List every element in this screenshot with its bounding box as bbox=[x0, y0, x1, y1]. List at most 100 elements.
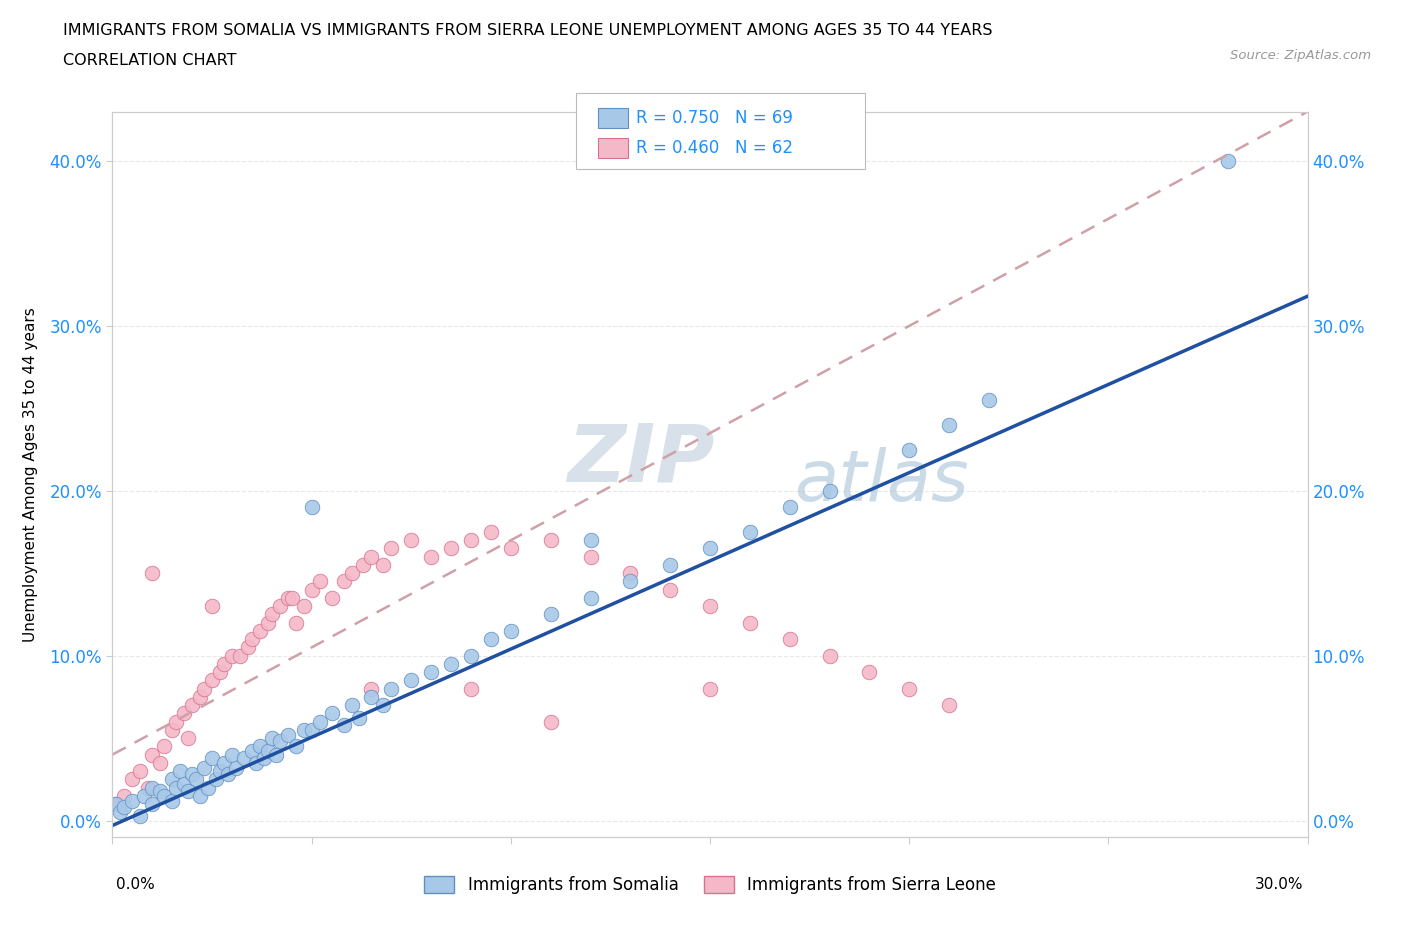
Point bbox=[699, 681, 721, 696]
Point bbox=[114, 789, 135, 804]
Point bbox=[579, 550, 602, 565]
Point bbox=[373, 698, 395, 712]
Text: R = 0.460   N = 62: R = 0.460 N = 62 bbox=[636, 139, 793, 157]
Point bbox=[360, 689, 382, 704]
Point bbox=[818, 648, 841, 663]
Point bbox=[301, 582, 323, 597]
Point bbox=[401, 533, 423, 548]
Point bbox=[257, 744, 280, 759]
Point bbox=[212, 755, 235, 770]
Point bbox=[540, 533, 562, 548]
Point bbox=[321, 706, 343, 721]
Point bbox=[340, 565, 363, 580]
Point bbox=[134, 789, 156, 804]
Point bbox=[138, 780, 160, 795]
Text: atlas: atlas bbox=[793, 447, 969, 516]
Point bbox=[292, 599, 315, 614]
Point bbox=[162, 723, 183, 737]
Point bbox=[284, 738, 307, 753]
Point bbox=[162, 793, 183, 808]
Point bbox=[201, 599, 224, 614]
Point bbox=[129, 808, 152, 823]
Point bbox=[229, 648, 252, 663]
Point bbox=[380, 541, 402, 556]
Point bbox=[201, 751, 224, 765]
Point bbox=[177, 783, 200, 798]
Point bbox=[149, 783, 172, 798]
Point bbox=[332, 574, 354, 589]
Point bbox=[699, 599, 721, 614]
Point bbox=[977, 392, 1000, 407]
Point bbox=[221, 747, 243, 762]
Text: ZIP: ZIP bbox=[567, 420, 714, 498]
Point bbox=[165, 780, 187, 795]
Point bbox=[169, 764, 191, 778]
Point bbox=[105, 797, 128, 812]
Point bbox=[579, 591, 602, 605]
Point bbox=[236, 640, 259, 655]
Point bbox=[221, 648, 243, 663]
Point bbox=[129, 764, 152, 778]
Text: R = 0.750   N = 69: R = 0.750 N = 69 bbox=[636, 109, 793, 127]
Point bbox=[360, 550, 382, 565]
Point bbox=[699, 541, 721, 556]
Point bbox=[277, 591, 299, 605]
Point bbox=[460, 648, 482, 663]
Point bbox=[225, 761, 247, 776]
Point bbox=[858, 665, 880, 680]
Point bbox=[898, 681, 921, 696]
Point bbox=[440, 657, 463, 671]
Point bbox=[540, 607, 562, 622]
Point bbox=[301, 499, 323, 514]
Point bbox=[938, 418, 960, 432]
Point bbox=[321, 591, 343, 605]
Text: Source: ZipAtlas.com: Source: ZipAtlas.com bbox=[1230, 49, 1371, 62]
Point bbox=[153, 738, 176, 753]
Point bbox=[659, 558, 682, 573]
Point bbox=[420, 665, 443, 680]
Point bbox=[121, 793, 143, 808]
Point bbox=[121, 772, 143, 787]
Point bbox=[269, 599, 291, 614]
Text: CORRELATION CHART: CORRELATION CHART bbox=[63, 53, 236, 68]
Point bbox=[240, 744, 263, 759]
Point bbox=[141, 780, 163, 795]
Point bbox=[209, 764, 232, 778]
Point bbox=[233, 751, 256, 765]
Point bbox=[188, 689, 211, 704]
Point bbox=[499, 541, 522, 556]
Point bbox=[340, 698, 363, 712]
Point bbox=[264, 747, 287, 762]
Point bbox=[332, 717, 354, 732]
Point bbox=[209, 665, 232, 680]
Point bbox=[779, 499, 801, 514]
Point bbox=[269, 734, 291, 749]
Point bbox=[779, 631, 801, 646]
Point bbox=[818, 484, 841, 498]
Point bbox=[738, 616, 761, 631]
Point bbox=[110, 804, 132, 819]
Point bbox=[292, 723, 315, 737]
Point bbox=[141, 747, 163, 762]
Point bbox=[173, 706, 195, 721]
Point bbox=[373, 558, 395, 573]
Point bbox=[217, 767, 239, 782]
Point bbox=[898, 442, 921, 457]
Point bbox=[197, 780, 219, 795]
Point bbox=[260, 731, 283, 746]
Point bbox=[153, 789, 176, 804]
Point bbox=[479, 525, 502, 539]
Y-axis label: Unemployment Among Ages 35 to 44 years: Unemployment Among Ages 35 to 44 years bbox=[24, 307, 38, 642]
Point bbox=[460, 533, 482, 548]
Legend: Immigrants from Somalia, Immigrants from Sierra Leone: Immigrants from Somalia, Immigrants from… bbox=[425, 876, 995, 894]
Point bbox=[349, 711, 371, 725]
Point bbox=[249, 738, 271, 753]
Point bbox=[1216, 153, 1239, 168]
Point bbox=[181, 767, 204, 782]
Point bbox=[579, 533, 602, 548]
Text: 0.0%: 0.0% bbox=[117, 877, 155, 892]
Point bbox=[188, 789, 211, 804]
Point bbox=[308, 714, 330, 729]
Text: 30.0%: 30.0% bbox=[1256, 877, 1303, 892]
Point bbox=[186, 772, 208, 787]
